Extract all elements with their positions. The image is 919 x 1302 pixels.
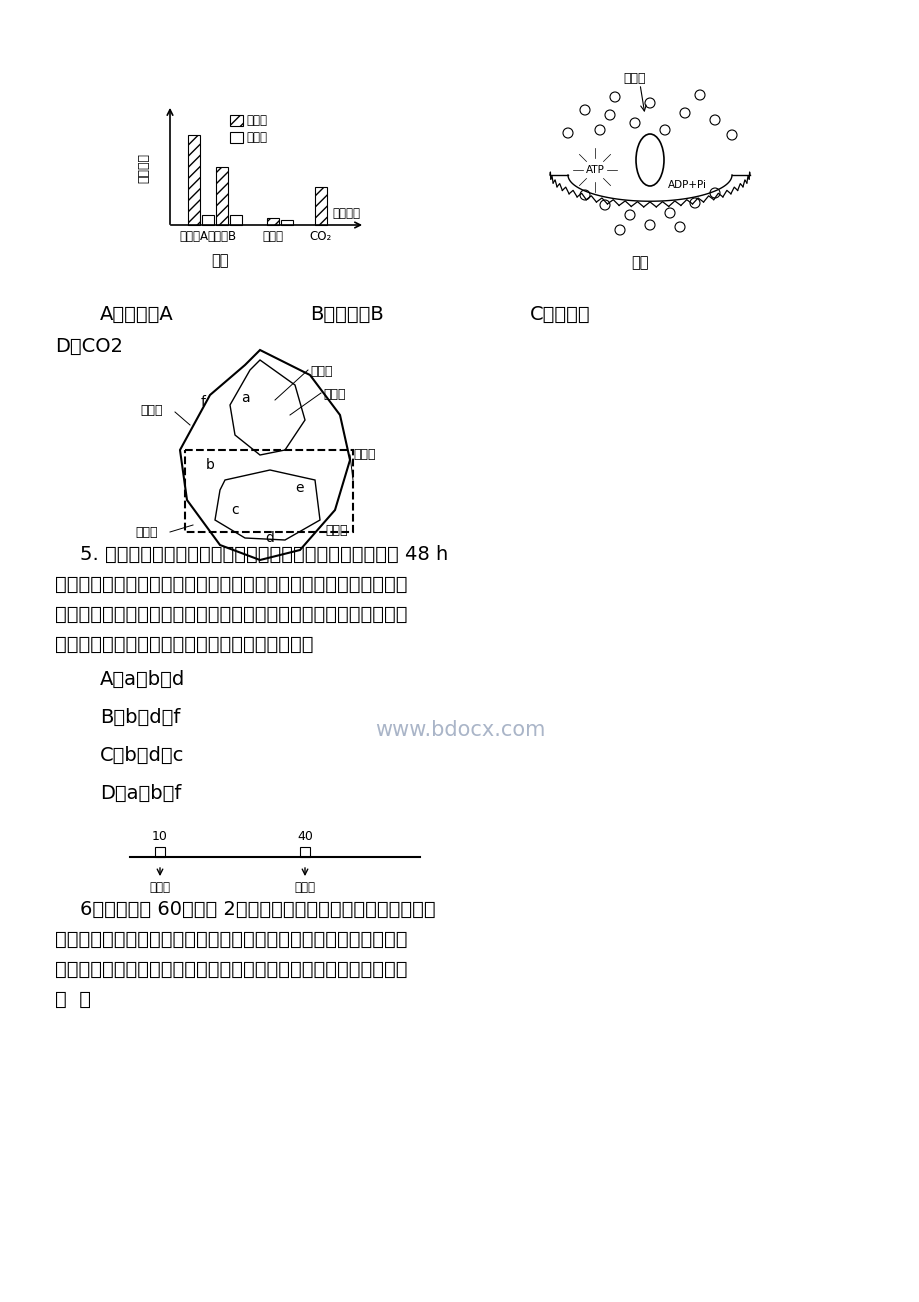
Bar: [267, 217, 278, 225]
Text: 阳离子B: 阳离子B: [207, 230, 236, 243]
Text: 40: 40: [297, 829, 312, 842]
Bar: [202, 215, 214, 225]
Text: 黄绿色: 黄绿色: [324, 523, 347, 536]
Text: CO₂: CO₂: [310, 230, 332, 243]
Circle shape: [609, 92, 619, 102]
Text: e: e: [295, 480, 304, 495]
Text: 物种种类: 物种种类: [332, 207, 359, 220]
Text: ADP+Pi: ADP+Pi: [667, 180, 706, 190]
Text: 后，用锡箔纸遮蔽叶片两面，如图所示。在日光下照光一段时间，去: 后，用锡箔纸遮蔽叶片两面，如图所示。在日光下照光一段时间，去: [55, 575, 407, 594]
Text: B．阳离子B: B．阳离子B: [310, 305, 383, 324]
Text: D．a、b和f: D．a、b和f: [100, 784, 181, 803]
Text: d: d: [266, 531, 274, 546]
Circle shape: [579, 105, 589, 115]
Text: 锡箔纸: 锡箔纸: [353, 448, 375, 461]
Circle shape: [709, 115, 720, 125]
Circle shape: [644, 98, 654, 108]
Text: 阳离子A: 阳离子A: [179, 230, 209, 243]
Text: D．CO2: D．CO2: [55, 337, 123, 355]
Text: 除锡箔纸，用碘染色法处理叶片，观察到叶片有的部位出现蓝色，有: 除锡箔纸，用碘染色法处理叶片，观察到叶片有的部位出现蓝色，有: [55, 605, 407, 624]
Text: 黄绿色: 黄绿色: [323, 388, 346, 401]
Text: 的没有出现蓝色。其中，能出现蓝色的部位是（）: 的没有出现蓝色。其中，能出现蓝色的部位是（）: [55, 635, 313, 654]
Circle shape: [644, 220, 654, 230]
Bar: [230, 215, 242, 225]
Text: www.bdocx.com: www.bdocx.com: [374, 720, 545, 740]
Circle shape: [614, 225, 624, 234]
Bar: [187, 135, 199, 225]
Circle shape: [599, 201, 609, 210]
Ellipse shape: [635, 134, 664, 186]
Text: 图乙: 图乙: [630, 255, 648, 270]
Text: 过程产生的全部有机物中相关原子、基团或肽键数目的叙述正确的是: 过程产生的全部有机物中相关原子、基团或肽键数目的叙述正确的是: [55, 960, 407, 979]
Circle shape: [664, 208, 675, 217]
Text: 种不同的有机产物，其中脱下的氨基酸均以游离态存在。下列有关该: 种不同的有机产物，其中脱下的氨基酸均以游离态存在。下列有关该: [55, 930, 407, 949]
Circle shape: [726, 130, 736, 141]
Text: 10: 10: [152, 829, 168, 842]
Circle shape: [562, 128, 573, 138]
Text: A．阳离子A: A．阳离子A: [100, 305, 174, 324]
Text: 胰岛素: 胰岛素: [262, 230, 283, 243]
Circle shape: [595, 125, 605, 135]
Bar: [185, 450, 353, 533]
Text: b: b: [205, 458, 214, 473]
Text: 黄白色: 黄白色: [310, 365, 332, 378]
Text: （  ）: （ ）: [55, 990, 91, 1009]
Text: a: a: [241, 391, 249, 405]
Text: C．b、d和c: C．b、d和c: [100, 746, 184, 766]
Bar: [300, 848, 310, 857]
Circle shape: [675, 223, 685, 232]
Text: 相对浓度: 相对浓度: [137, 154, 150, 184]
Circle shape: [694, 90, 704, 100]
Circle shape: [689, 198, 699, 208]
Circle shape: [605, 109, 614, 120]
Circle shape: [659, 125, 669, 135]
Circle shape: [709, 187, 720, 198]
Text: 细胞外: 细胞外: [245, 132, 267, 145]
Text: 细胞内: 细胞内: [245, 115, 267, 128]
Text: 丙氨酸: 丙氨酸: [149, 881, 170, 894]
Bar: [280, 220, 292, 225]
Text: f: f: [200, 395, 205, 409]
Text: A．a、b和d: A．a、b和d: [100, 671, 185, 689]
Text: 6．现脱掉某 60肽中的 2个丙氨酸（相应位置如下图），得到几: 6．现脱掉某 60肽中的 2个丙氨酸（相应位置如下图），得到几: [55, 900, 436, 919]
Text: 图甲: 图甲: [211, 253, 229, 268]
Text: 糖蛋白: 糖蛋白: [623, 72, 645, 85]
Bar: [230, 115, 243, 126]
Circle shape: [579, 190, 589, 201]
Bar: [230, 132, 243, 143]
Text: 蓝绿色: 蓝绿色: [135, 526, 157, 539]
Text: B．b、d和f: B．b、d和f: [100, 708, 180, 727]
Text: c: c: [231, 503, 239, 517]
Bar: [314, 187, 326, 225]
Text: 蓝绿色: 蓝绿色: [140, 404, 163, 417]
Text: 丙氨酸: 丙氨酸: [294, 881, 315, 894]
Text: C．胰岛素: C．胰岛素: [529, 305, 590, 324]
Text: ATP: ATP: [584, 165, 604, 174]
Circle shape: [679, 108, 689, 118]
Bar: [154, 848, 165, 857]
Circle shape: [630, 118, 640, 128]
Bar: [216, 167, 228, 225]
Text: 5. 某植物叶片不同部位的颜色不同，将该植物在黑暗中放置 48 h: 5. 某植物叶片不同部位的颜色不同，将该植物在黑暗中放置 48 h: [55, 546, 448, 564]
Circle shape: [624, 210, 634, 220]
